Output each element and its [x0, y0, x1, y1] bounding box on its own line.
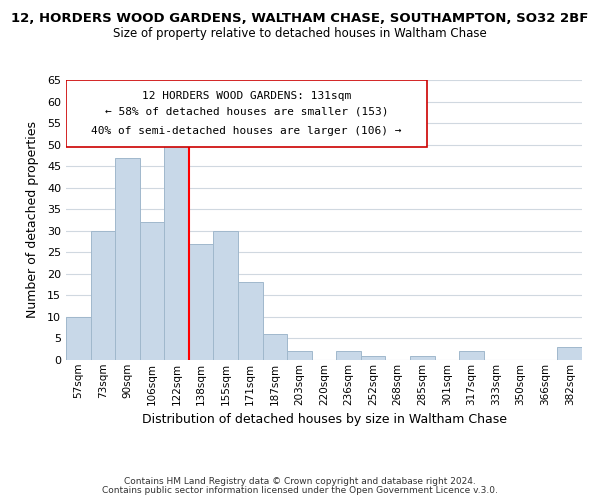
Bar: [263, 334, 287, 360]
Bar: [189, 244, 214, 360]
Bar: [557, 347, 582, 360]
Bar: [164, 140, 189, 360]
Text: Contains HM Land Registry data © Crown copyright and database right 2024.: Contains HM Land Registry data © Crown c…: [124, 477, 476, 486]
Bar: [91, 231, 115, 360]
Bar: [410, 356, 434, 360]
X-axis label: Distribution of detached houses by size in Waltham Chase: Distribution of detached houses by size …: [142, 413, 506, 426]
Bar: [287, 352, 312, 360]
Text: 12 HORDERS WOOD GARDENS: 131sqm: 12 HORDERS WOOD GARDENS: 131sqm: [142, 91, 351, 101]
Text: 40% of semi-detached houses are larger (106) →: 40% of semi-detached houses are larger (…: [91, 126, 402, 136]
Text: ← 58% of detached houses are smaller (153): ← 58% of detached houses are smaller (15…: [105, 107, 388, 117]
Bar: [140, 222, 164, 360]
Bar: [214, 231, 238, 360]
Bar: [361, 356, 385, 360]
Bar: [66, 317, 91, 360]
FancyBboxPatch shape: [66, 80, 427, 147]
Text: Contains public sector information licensed under the Open Government Licence v.: Contains public sector information licen…: [102, 486, 498, 495]
Y-axis label: Number of detached properties: Number of detached properties: [26, 122, 38, 318]
Bar: [115, 158, 140, 360]
Bar: [238, 282, 263, 360]
Text: Size of property relative to detached houses in Waltham Chase: Size of property relative to detached ho…: [113, 28, 487, 40]
Bar: [336, 352, 361, 360]
Bar: [459, 352, 484, 360]
Text: 12, HORDERS WOOD GARDENS, WALTHAM CHASE, SOUTHAMPTON, SO32 2BF: 12, HORDERS WOOD GARDENS, WALTHAM CHASE,…: [11, 12, 589, 26]
